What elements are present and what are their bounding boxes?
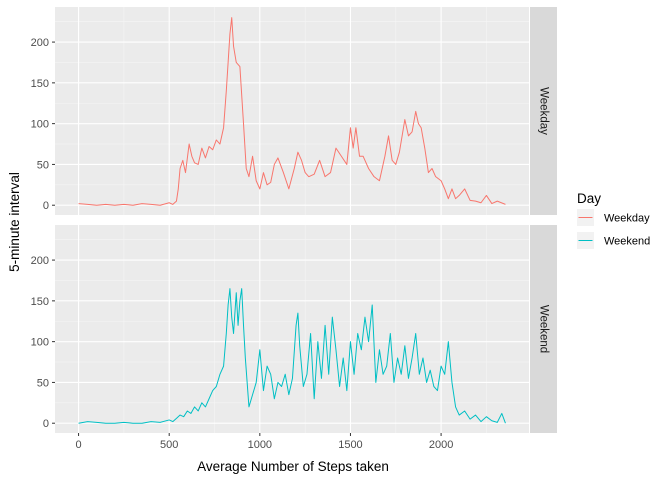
x-tick-label: 1500 <box>338 439 362 451</box>
strip-background <box>530 225 557 433</box>
y-tick-label: 200 <box>31 37 49 49</box>
y-tick-label: 0 <box>43 200 49 212</box>
legend-label-weekend: Weekend <box>604 236 650 248</box>
y-axis-title: 5-minute interval <box>7 172 22 272</box>
legend-key-weekend: Weekend <box>577 232 650 249</box>
y-axis-ticks: 0 50 100 150 200 <box>31 255 55 430</box>
weekend-series-line <box>78 288 506 424</box>
y-axis-ticks: 0 50 100 150 200 <box>31 37 55 212</box>
legend-label-weekday: Weekday <box>604 213 650 225</box>
weekday-series-line <box>78 17 506 206</box>
y-tick-label: 50 <box>37 377 49 389</box>
x-axis-title: Average Number of Steps taken <box>197 459 389 474</box>
legend-title: Day <box>577 191 601 206</box>
panel-background <box>55 7 529 215</box>
y-tick-label: 0 <box>43 418 49 430</box>
strip-label-weekend: Weekend <box>538 305 550 353</box>
y-tick-label: 200 <box>31 255 49 267</box>
x-axis-ticks: 0 500 1000 1500 2000 <box>76 433 453 451</box>
panel-weekday: Weekday 0 50 100 150 200 <box>31 7 557 215</box>
y-tick-label: 150 <box>31 296 49 308</box>
x-tick-label: 1000 <box>248 439 272 451</box>
strip-background <box>530 7 557 215</box>
legend-key-weekday: Weekday <box>577 209 650 226</box>
y-tick-label: 100 <box>31 337 49 349</box>
major-gridlines <box>55 225 529 433</box>
x-tick-label: 500 <box>160 439 178 451</box>
y-tick-label: 100 <box>31 119 49 131</box>
y-tick-label: 50 <box>37 159 49 171</box>
y-tick-label: 150 <box>31 78 49 90</box>
x-tick-label: 0 <box>76 439 82 451</box>
legend: Day Weekday Weekend <box>577 191 650 249</box>
panel-background <box>55 225 529 433</box>
major-gridlines <box>55 7 529 215</box>
x-tick-label: 2000 <box>429 439 453 451</box>
strip-label-weekday: Weekday <box>538 87 550 135</box>
panel-weekend: Weekend 0 50 100 150 200 <box>31 225 557 433</box>
